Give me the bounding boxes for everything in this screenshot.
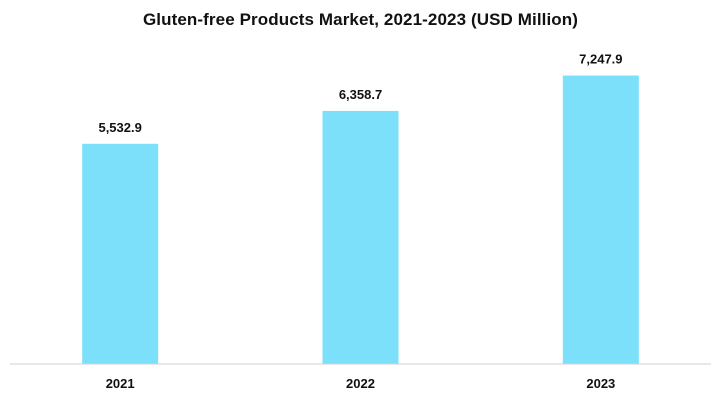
bars-layer bbox=[82, 75, 639, 365]
chart-title: Gluten-free Products Market, 2021-2023 (… bbox=[142, 10, 579, 29]
bar-2022 bbox=[322, 110, 399, 364]
bar-2023 bbox=[562, 75, 639, 365]
value-label-2023: 7,247.9 bbox=[579, 52, 622, 67]
value-label-2022: 6,358.7 bbox=[339, 87, 382, 102]
x-tick-label-2023: 2023 bbox=[586, 376, 615, 391]
labels-layer: 5,532.9 2021 6,358.7 2022 7,247.9 2023 bbox=[98, 52, 622, 391]
x-tick-label-2022: 2022 bbox=[346, 376, 375, 391]
value-label-2021: 5,532.9 bbox=[98, 120, 141, 135]
x-tick-label-2021: 2021 bbox=[106, 376, 135, 391]
bar-2021 bbox=[82, 143, 159, 364]
